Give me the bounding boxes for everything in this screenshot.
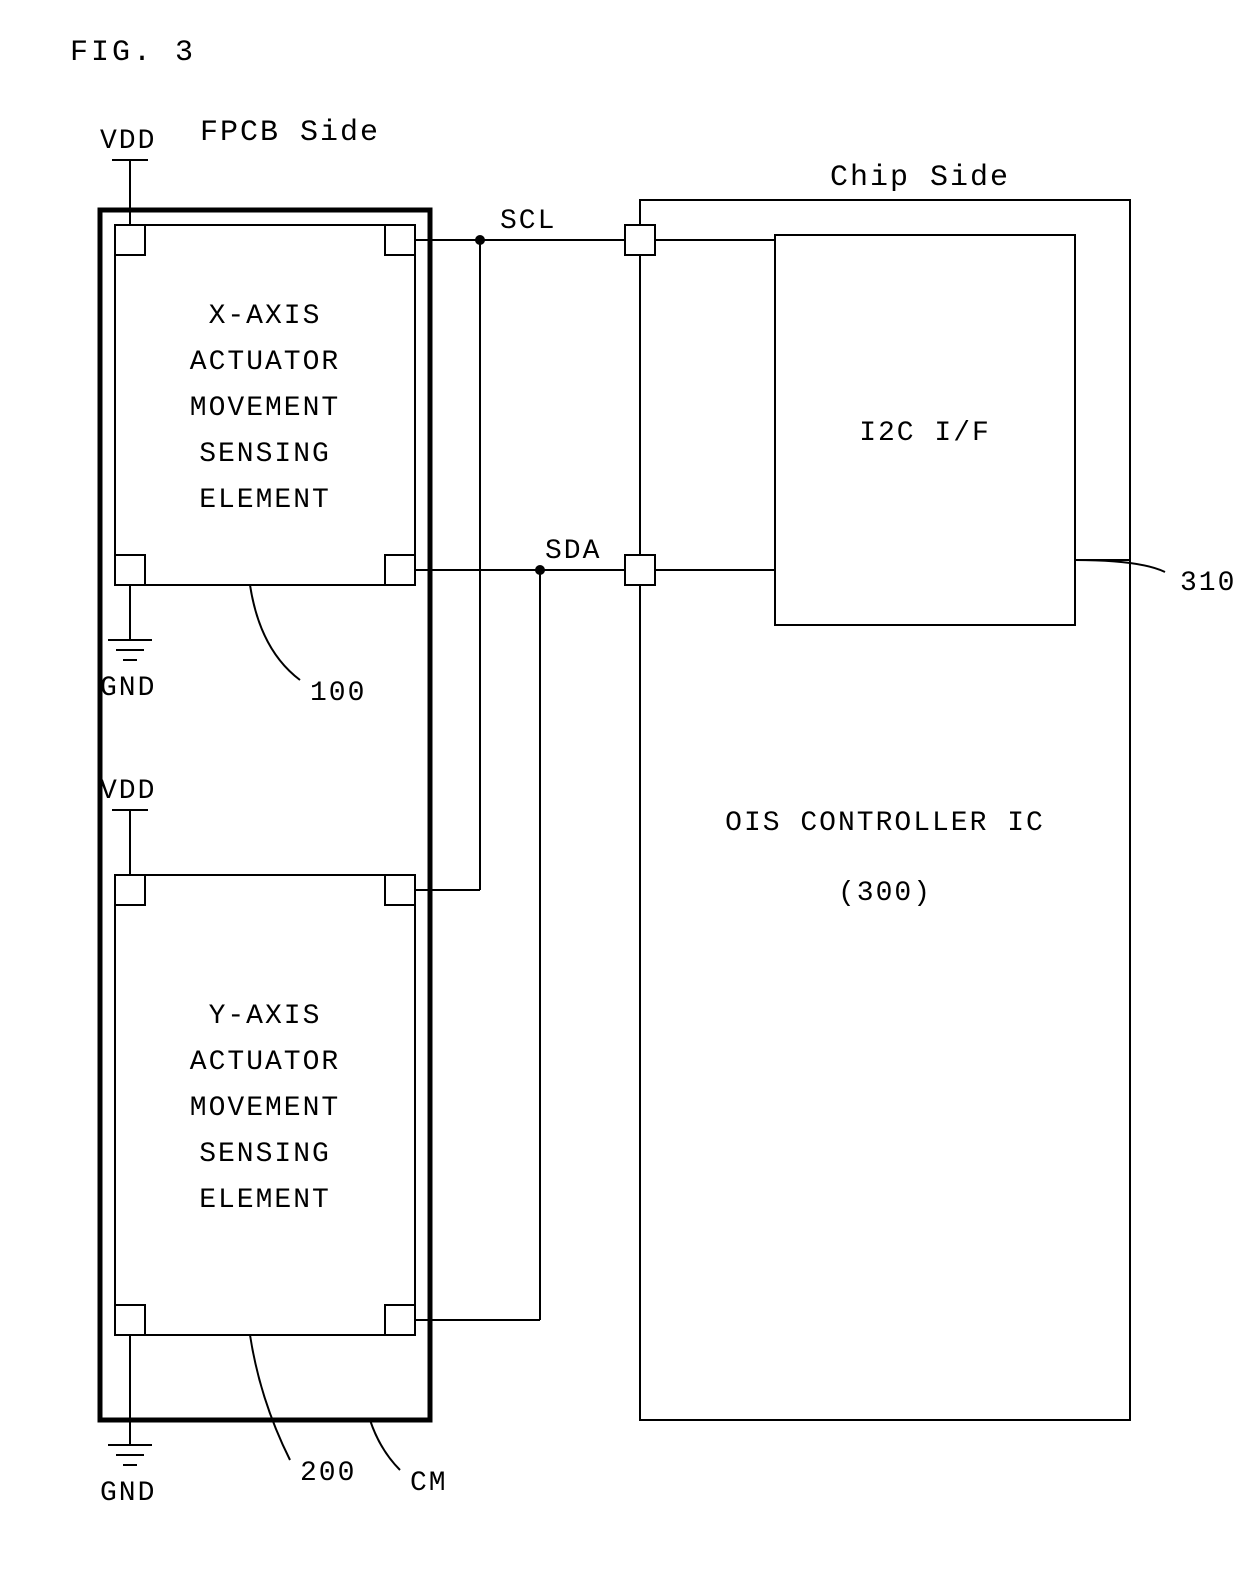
x-axis-sensor-label: MOVEMENT [190, 393, 340, 424]
y-axis-sensor-label: ACTUATOR [190, 1047, 340, 1078]
x-pad-vdd [115, 225, 145, 255]
y-pad-vdd [115, 875, 145, 905]
y-axis-sensor-label: ELEMENT [199, 1185, 331, 1216]
x-gnd-label: GND [100, 673, 156, 704]
scl-label: SCL [500, 206, 556, 237]
fpcb-side-title: FPCB Side [200, 116, 380, 150]
fpcb-outline [100, 210, 430, 1420]
y-axis-sensor-label: SENSING [199, 1139, 331, 1170]
x-pad-scl [385, 225, 415, 255]
controller-label: OIS CONTROLLER IC [725, 808, 1045, 839]
x-vdd-label: VDD [100, 126, 156, 157]
y-pad-scl [385, 875, 415, 905]
y-axis-sensor-label: MOVEMENT [190, 1093, 340, 1124]
chip-pad-sda [625, 555, 655, 585]
y-gnd-label: GND [100, 1478, 156, 1509]
controller-ref: (300) [838, 878, 932, 909]
ref-310-ref: 310 [1180, 568, 1236, 599]
y-vdd-label: VDD [100, 776, 156, 807]
x-axis-sensor-label: ELEMENT [199, 485, 331, 516]
figure-label: FIG. 3 [70, 36, 196, 70]
diagram-canvas: FIG. 3 FPCB Side Chip Side X-AXIS ACTUATOR MO… [0, 0, 1240, 1582]
x-axis-sensor-label: SENSING [199, 439, 331, 470]
x-pad-gnd [115, 555, 145, 585]
junction-dot [535, 565, 545, 575]
sda-label: SDA [545, 536, 601, 567]
i2c-label: I2C I/F [859, 418, 991, 449]
ref-cm-ref: CM [410, 1468, 448, 1499]
chip-side-title: Chip Side [830, 161, 1010, 195]
ref-100-leader [250, 585, 300, 680]
x-axis-sensor-label: ACTUATOR [190, 347, 340, 378]
y-axis-sensor-label: Y-AXIS [209, 1001, 322, 1032]
ref-200-leader [250, 1335, 290, 1460]
x-axis-sensor-label: X-AXIS [209, 301, 322, 332]
chip-pad-scl [625, 225, 655, 255]
junction-dot [475, 235, 485, 245]
ref-200-ref: 200 [300, 1458, 356, 1489]
ref-100-ref: 100 [310, 678, 366, 709]
ref-cm-leader [370, 1420, 400, 1470]
y-pad-gnd [115, 1305, 145, 1335]
x-pad-sda [385, 555, 415, 585]
y-pad-sda [385, 1305, 415, 1335]
ref-310-leader [1075, 560, 1165, 572]
